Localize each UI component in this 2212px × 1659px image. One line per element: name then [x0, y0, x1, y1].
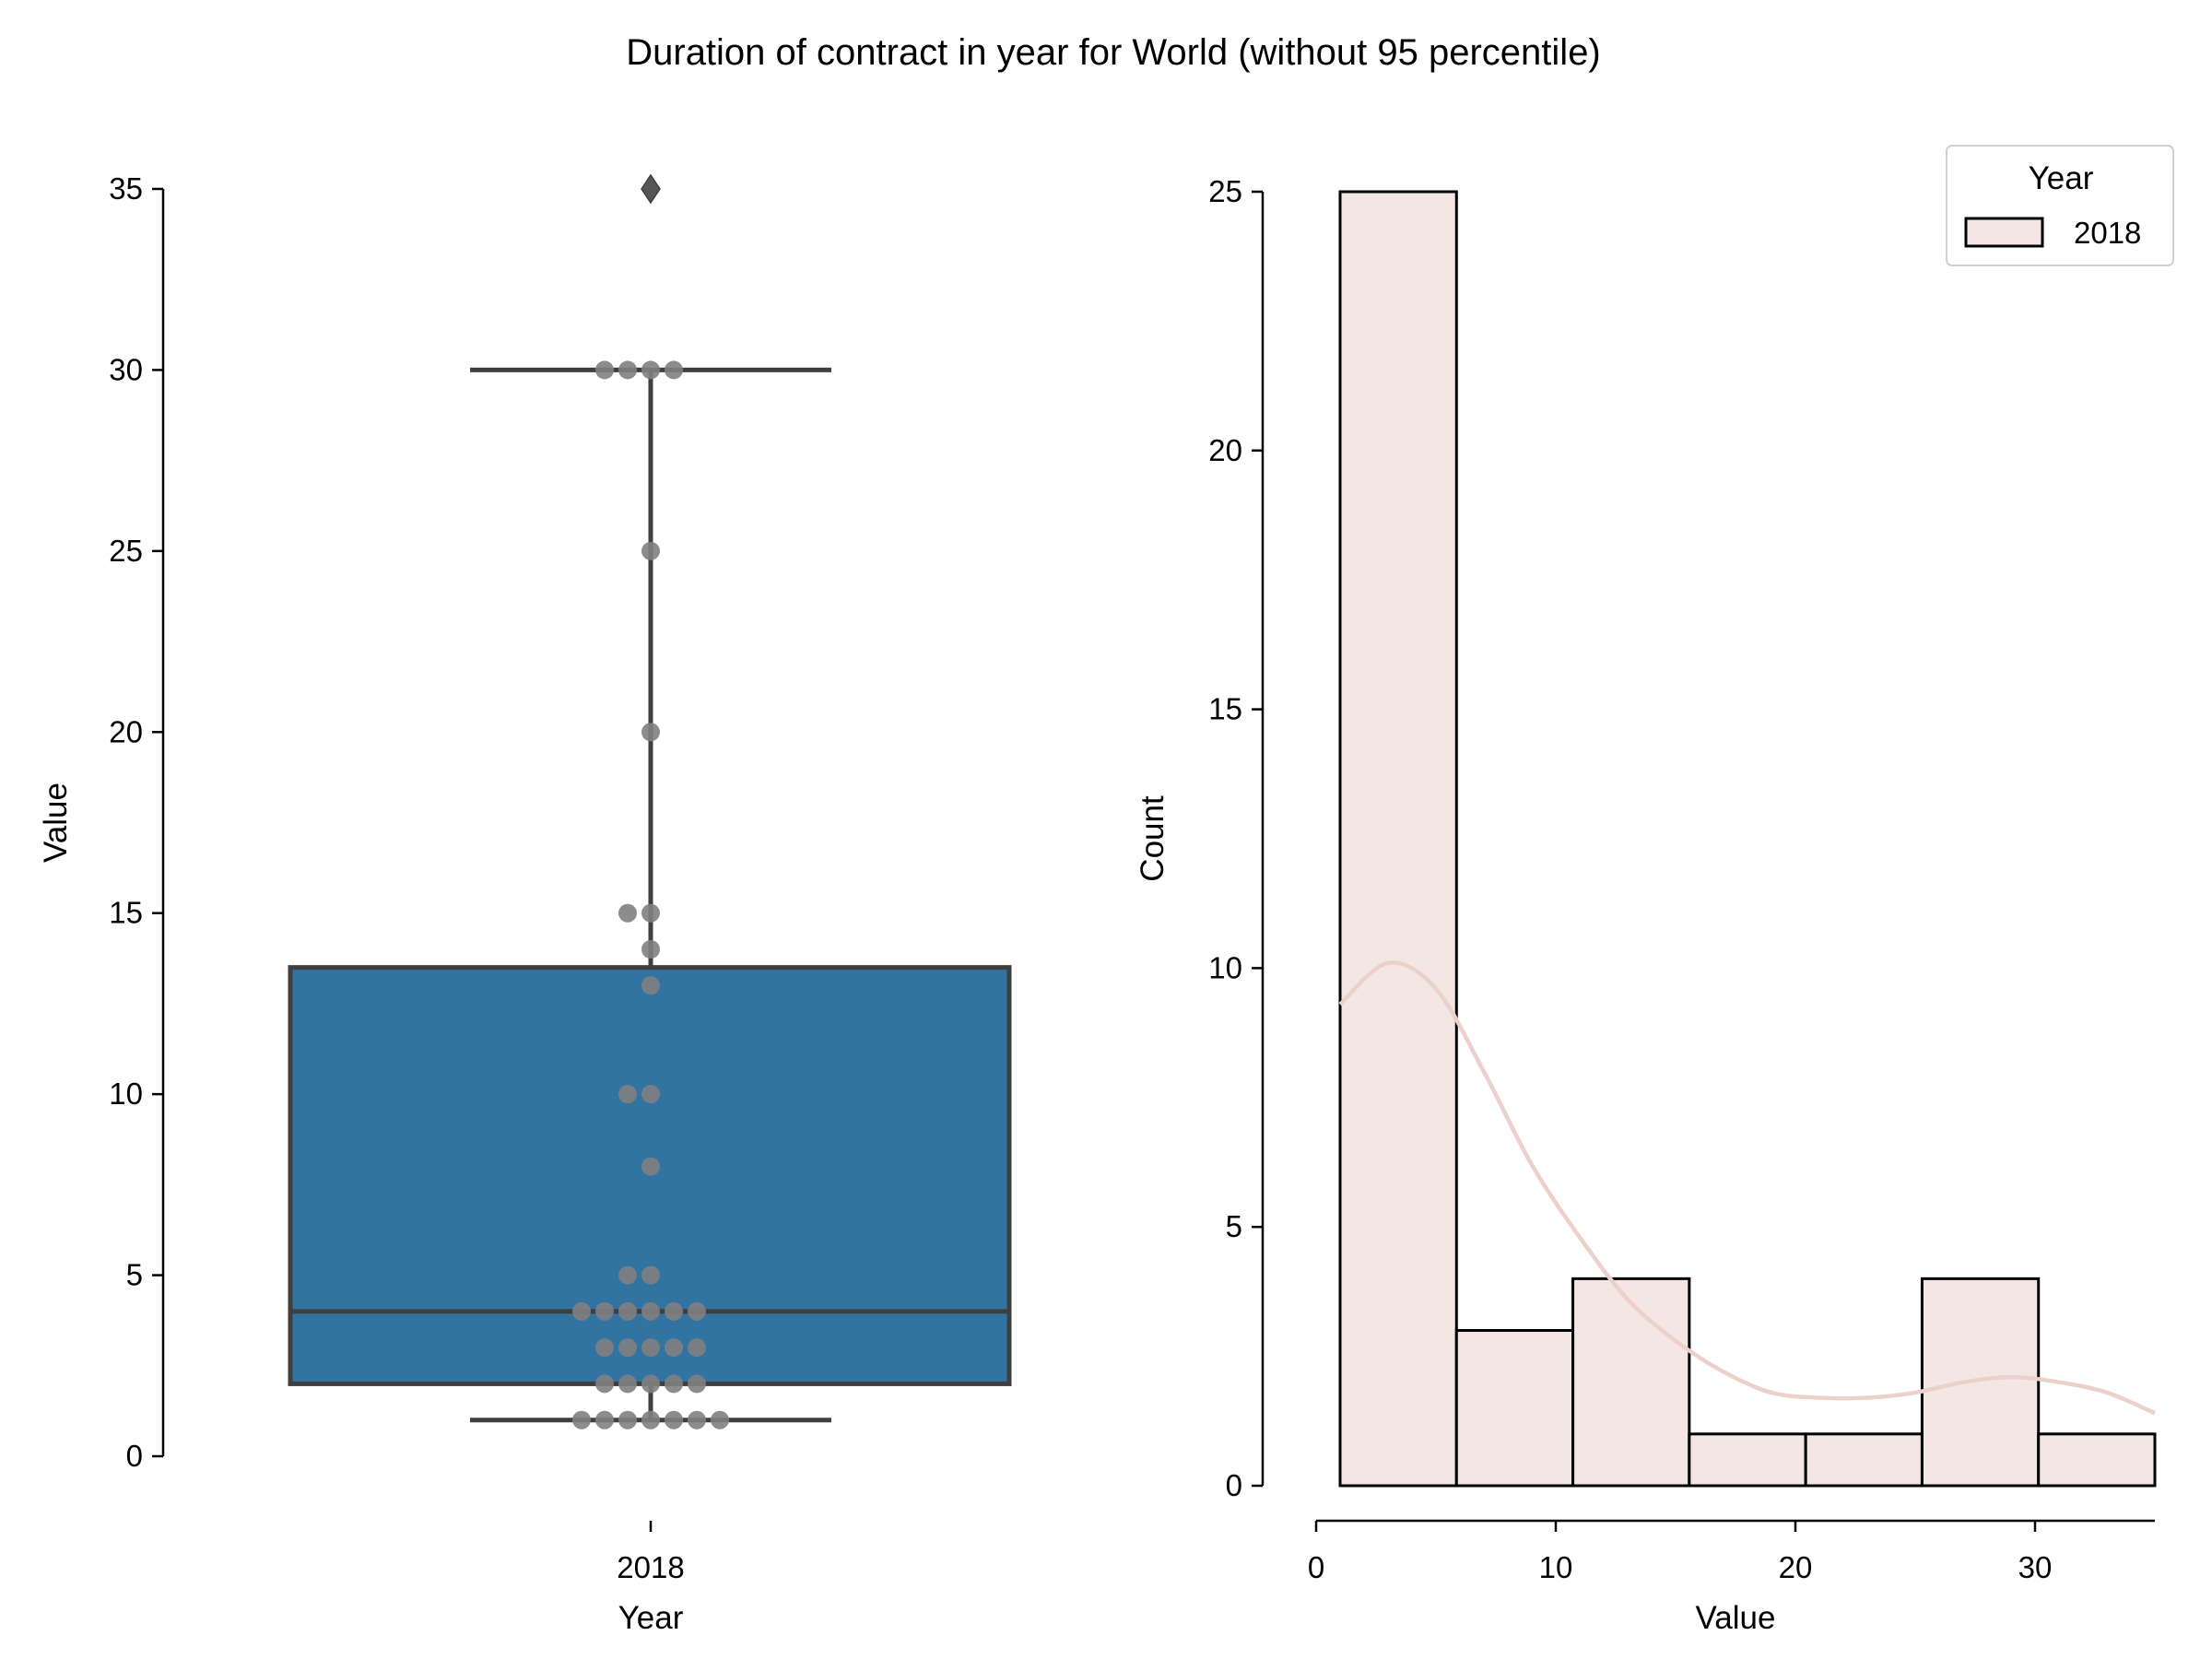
swarm-point [618, 1085, 637, 1104]
swarm-point [641, 1157, 660, 1176]
histogram-panel: 0 5 10 15 20 25 Count 0 10 20 30 Value [1135, 174, 2157, 1636]
hist-x-tick-label: 30 [2018, 1550, 2053, 1584]
swarm-point [641, 1265, 660, 1285]
y-tick-label: 20 [109, 714, 143, 748]
swarm-point [641, 541, 660, 560]
hist-y-tick-label: 5 [1226, 1209, 1242, 1243]
swarm-point [618, 1338, 637, 1358]
hist-bar [1571, 1277, 1691, 1488]
hist-y-tick-label: 0 [1226, 1468, 1242, 1502]
y-tick-label: 10 [109, 1077, 143, 1111]
swarm-point [572, 1410, 591, 1430]
swarm-point [641, 976, 660, 995]
swarm-point [665, 1301, 683, 1321]
swarm-point [641, 360, 660, 380]
swarm-point [641, 1338, 660, 1358]
swarm-point [688, 1410, 706, 1430]
x-axis-label: Year [618, 1600, 684, 1636]
swarm-point [665, 360, 683, 380]
legend-label-2018: 2018 [2074, 216, 2141, 250]
y-tick-label: 35 [109, 171, 143, 206]
swarm-point [595, 1374, 614, 1394]
hist-bar [1688, 1432, 1807, 1488]
hist-bar [1338, 190, 1458, 1488]
swarm-point [595, 1338, 614, 1358]
hist-x-axis-label: Value [1696, 1600, 1776, 1636]
swarm-point [618, 1410, 637, 1430]
hist-bar [1454, 1329, 1575, 1488]
swarm-point [665, 1374, 683, 1394]
swarm-point [711, 1410, 729, 1430]
hist-y-tick-label: 15 [1208, 692, 1242, 726]
swarm-point [665, 1338, 683, 1358]
kde-curve [1338, 960, 2156, 1416]
y-axis-label: Value [38, 782, 74, 863]
swarm-point [595, 360, 614, 380]
swarm-point [641, 903, 660, 923]
hist-x-tick-label: 10 [1539, 1550, 1573, 1584]
hist-y-tick-label: 25 [1208, 174, 1242, 208]
hist-y-tick-label: 10 [1208, 950, 1242, 984]
legend-swatch-2018 [1964, 217, 2044, 248]
hist-bar [2037, 1432, 2157, 1488]
hist-y-tick-label: 20 [1208, 433, 1242, 467]
swarm-point [618, 1301, 637, 1321]
swarm-point [618, 360, 637, 380]
hist-y-axis-label: Count [1135, 795, 1171, 882]
legend: Year 2018 [1946, 145, 2174, 266]
hist-bar [1920, 1277, 2041, 1488]
swarm-point [618, 1374, 637, 1394]
swarm-point [641, 1374, 660, 1394]
swarm-point [618, 1265, 637, 1285]
swarm-point [641, 723, 660, 742]
y-tick-label: 5 [126, 1258, 143, 1292]
swarm-point [641, 940, 660, 959]
swarm-point [641, 1410, 660, 1430]
hist-x-tick-label: 20 [1779, 1550, 1813, 1584]
swarm-point [688, 1338, 706, 1358]
legend-title: Year [2029, 160, 2094, 196]
swarm-point [618, 903, 637, 923]
swarm-point [572, 1301, 591, 1321]
x-tick-label: 2018 [617, 1550, 684, 1584]
y-tick-label: 30 [109, 352, 143, 386]
y-tick-label: 0 [126, 1439, 143, 1473]
figure-title: Duration of contract in year for World (… [626, 32, 1601, 73]
y-tick-label: 25 [109, 534, 143, 568]
swarm-point [595, 1301, 614, 1321]
swarm-point [595, 1410, 614, 1430]
y-tick-label: 15 [109, 896, 143, 930]
boxplot-panel: 0 5 10 15 20 25 30 35 Value 2018 Year [38, 171, 1012, 1636]
swarm-point [665, 1410, 683, 1430]
swarm-point [641, 1085, 660, 1104]
hist-bar [1804, 1432, 1924, 1488]
hist-x-tick-label: 0 [1308, 1550, 1324, 1584]
swarm-point [688, 1301, 706, 1321]
swarm-point [641, 1301, 660, 1321]
outlier-point [641, 173, 661, 205]
swarm-point [688, 1374, 706, 1394]
